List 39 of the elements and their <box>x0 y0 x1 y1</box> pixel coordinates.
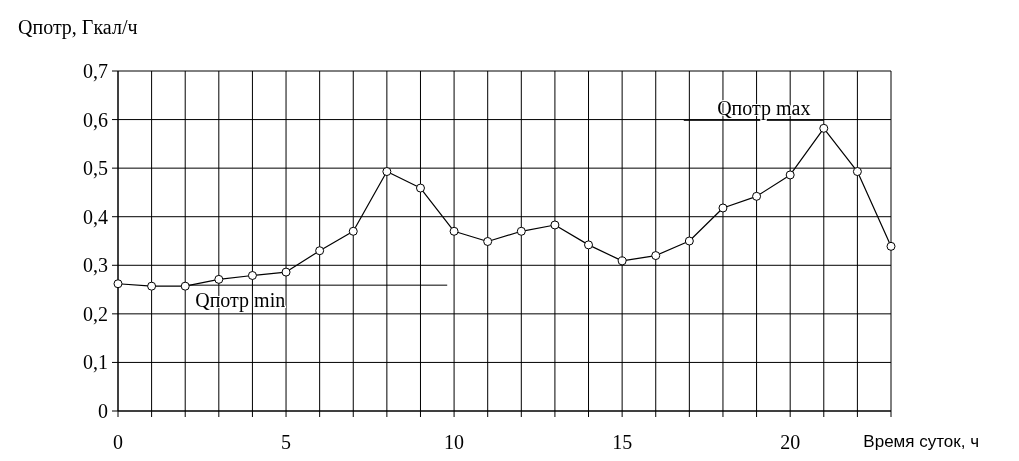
point <box>584 240 594 250</box>
x-tick-label: 15 <box>612 431 633 453</box>
point <box>113 279 123 289</box>
x-tick-label: 5 <box>281 431 292 453</box>
point <box>281 267 291 277</box>
x-axis-title: Время суток, ч <box>863 432 979 451</box>
x-tick-label: 0 <box>113 431 123 453</box>
point <box>852 167 862 177</box>
point <box>550 220 560 230</box>
y-tick-label: 0,5 <box>83 157 108 180</box>
point <box>449 226 459 236</box>
point <box>483 236 493 246</box>
point <box>180 281 190 291</box>
point <box>214 274 224 284</box>
y-tick-label: 0,2 <box>83 302 108 325</box>
x-tick-label: 10 <box>444 431 465 453</box>
point <box>718 203 728 213</box>
point <box>315 246 325 256</box>
point <box>819 123 829 133</box>
point <box>752 191 762 201</box>
y-tick-label: 0,6 <box>83 108 108 131</box>
x-tick-label: 20 <box>780 431 801 453</box>
point <box>785 170 795 180</box>
point <box>415 183 425 193</box>
y-tick-label: 0 <box>98 400 108 422</box>
point <box>247 270 257 280</box>
point <box>147 281 157 291</box>
point <box>516 226 526 236</box>
point <box>617 256 627 266</box>
point <box>684 236 694 246</box>
point <box>348 226 358 236</box>
point <box>382 167 392 177</box>
y-tick-label: 0,4 <box>83 205 108 228</box>
y-tick-label: 0,7 <box>83 60 108 82</box>
y-axis-title: Qпотр, Гкал/ч <box>18 16 138 39</box>
y-tick-label: 0,1 <box>83 351 108 374</box>
point <box>886 241 896 251</box>
point <box>651 251 661 261</box>
y-tick-label: 0,3 <box>83 254 108 277</box>
